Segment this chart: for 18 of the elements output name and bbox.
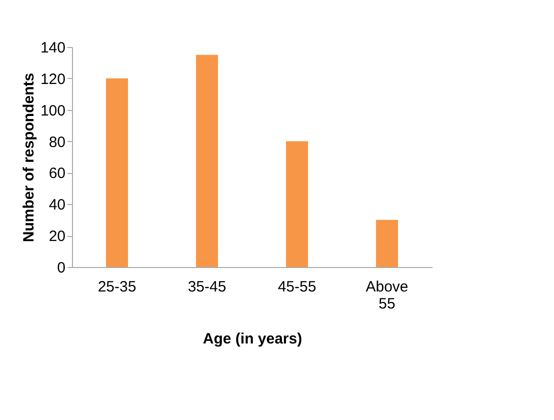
bar [286,141,308,267]
y-tick-label: 80 [48,134,66,151]
y-tick-label: 0 [57,260,66,276]
y-axis-title: Number of respondents [20,72,38,242]
y-tick-label: 20 [48,228,66,246]
bar [196,54,218,267]
x-tick-label: 45-55 [278,278,316,296]
bar [106,78,128,267]
x-tick-label: Above 55 [366,278,408,312]
y-tick-label: 40 [48,196,66,214]
x-axis-title: Age (in years) [202,330,302,348]
y-tick-label: 60 [48,165,66,182]
y-tick-label: 120 [40,70,66,88]
y-tick-label: 100 [40,102,66,120]
x-tick-label: 25-35 [98,278,136,296]
x-tick-label: 35-45 [188,278,226,296]
y-tick-label: 140 [40,40,66,56]
bar [376,220,398,267]
